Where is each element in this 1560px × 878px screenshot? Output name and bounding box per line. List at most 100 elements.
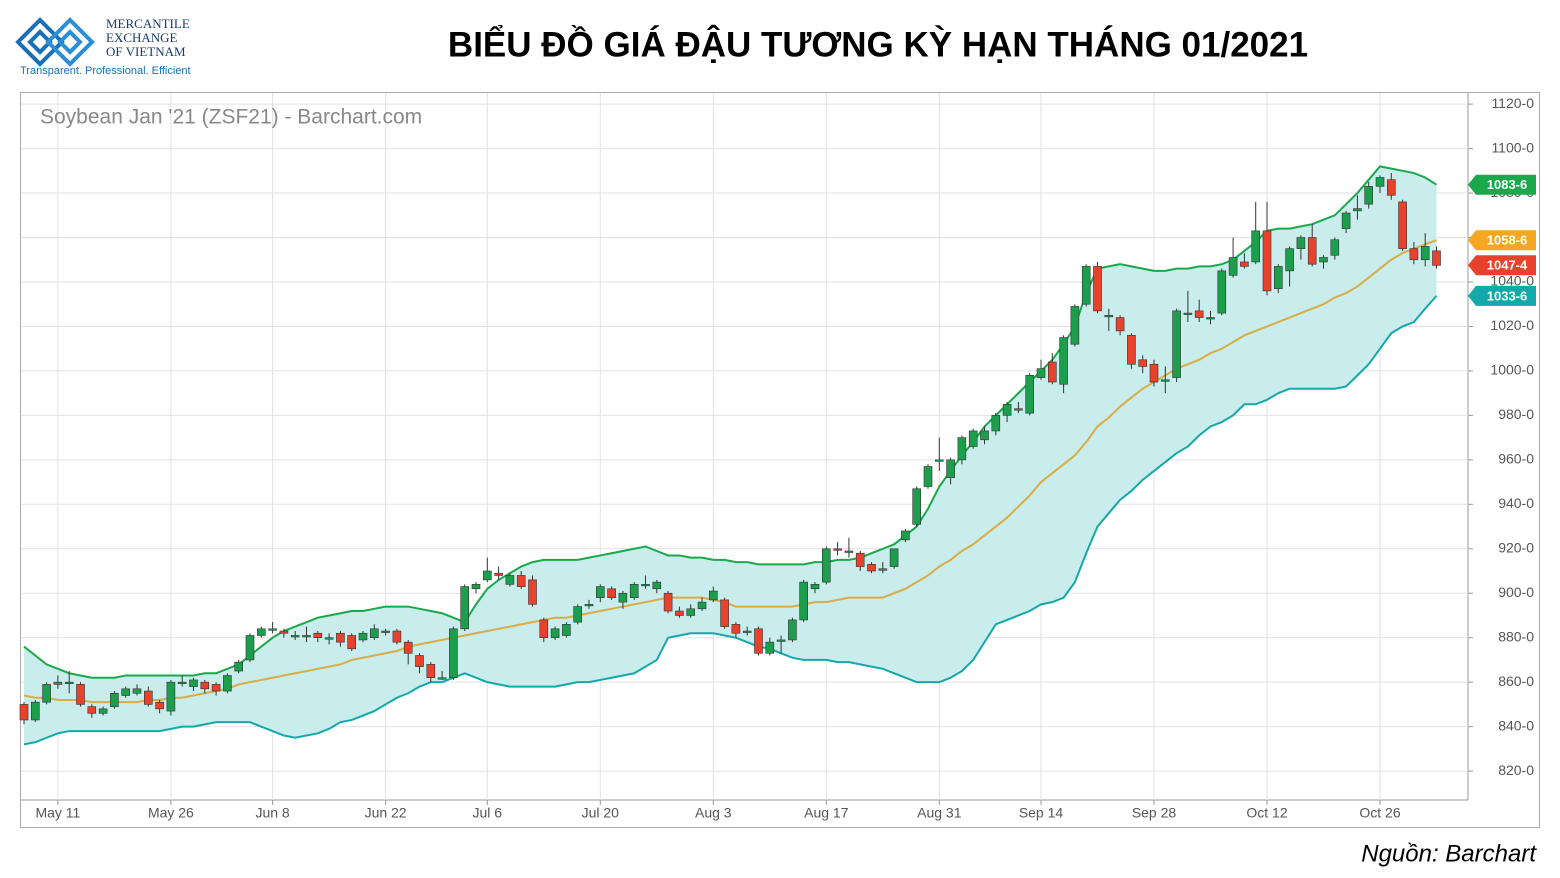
- candle-body: [1353, 208, 1362, 212]
- x-tick-label: Oct 12: [1246, 805, 1287, 821]
- candle-body: [573, 606, 583, 623]
- candle-body: [1330, 239, 1340, 256]
- candle-body: [42, 684, 51, 703]
- y-tick-label: 1000-0: [1490, 362, 1534, 378]
- candle-body: [1274, 266, 1283, 289]
- candle-body: [403, 641, 413, 654]
- x-tick-label: Jul 20: [582, 805, 620, 821]
- candle-body: [494, 572, 503, 576]
- chart-subtitle: Soybean Jan '21 (ZSF21) - Barchart.com: [40, 106, 422, 129]
- candle-body: [166, 681, 176, 712]
- candle-body: [1420, 246, 1430, 261]
- candle-body: [1364, 186, 1373, 205]
- candle-body: [1206, 317, 1215, 320]
- candle-body: [1104, 315, 1114, 318]
- candle-body: [663, 592, 673, 612]
- candle-body: [686, 608, 696, 616]
- band-line: [23, 295, 1438, 746]
- candle-body: [64, 681, 74, 684]
- candle-body: [256, 628, 266, 636]
- candle-body: [1014, 408, 1023, 411]
- x-tick-label: Jul 6: [473, 805, 503, 821]
- candle-body: [889, 548, 899, 567]
- candle-body: [833, 548, 842, 551]
- candle-body: [268, 628, 277, 631]
- candle-body: [1183, 312, 1193, 315]
- candle-body: [1387, 179, 1396, 196]
- candle-body: [189, 679, 198, 687]
- x-tick-label: May 11: [35, 805, 80, 821]
- candle-body: [629, 584, 639, 598]
- candle-body: [1398, 201, 1407, 249]
- candle-body: [211, 684, 221, 692]
- candle-body: [652, 581, 662, 590]
- source: Nguồn: Barchart: [1361, 840, 1537, 867]
- candle-body: [968, 430, 978, 447]
- candle-body: [1048, 361, 1057, 383]
- x-tick-label: Aug 3: [695, 805, 732, 821]
- candle-body: [697, 601, 707, 610]
- candle-body: [132, 688, 142, 694]
- candle-body: [1432, 250, 1441, 266]
- logo-mark: [15, 17, 95, 67]
- price-badge: [1468, 285, 1536, 306]
- y-tick-label: 820-0: [1498, 762, 1534, 778]
- candle-body: [437, 677, 447, 680]
- candle-body: [550, 628, 560, 639]
- candle-body: [516, 575, 526, 587]
- candle-body: [324, 637, 334, 640]
- x-tick-label: May 26: [148, 805, 194, 821]
- candle-body: [1296, 237, 1306, 249]
- candle-body: [1093, 266, 1102, 312]
- candle-body: [121, 688, 130, 696]
- candle-body: [980, 430, 989, 441]
- candle-body: [1025, 375, 1034, 414]
- candle-body: [1172, 310, 1181, 378]
- candle-body: [177, 681, 187, 684]
- candle-body: [392, 630, 402, 643]
- y-tick-label: 840-0: [1498, 717, 1534, 733]
- candle-body: [313, 632, 323, 639]
- x-tick-label: Jun 22: [365, 805, 407, 821]
- candle-body: [1149, 363, 1159, 383]
- band-fill: [24, 166, 1437, 745]
- candle-body: [482, 570, 492, 581]
- candle-body: [901, 530, 910, 541]
- candle-body: [957, 437, 967, 461]
- candle-body: [731, 624, 741, 634]
- candle-body: [934, 459, 944, 462]
- candle-body: [223, 675, 232, 692]
- candle-body: [290, 635, 300, 638]
- candle-body: [245, 635, 255, 661]
- candle-body: [460, 586, 470, 630]
- candle-body: [426, 664, 436, 679]
- candle-body: [923, 466, 933, 487]
- candle-body: [1059, 337, 1068, 385]
- candle-body: [336, 632, 345, 643]
- candle-body: [708, 590, 718, 601]
- y-tick-label: 1120-0: [1491, 95, 1534, 111]
- candle-body: [991, 415, 1001, 432]
- candle-body: [1002, 403, 1012, 416]
- band-line: [23, 239, 1437, 704]
- candle-body: [471, 584, 481, 590]
- candle-body: [607, 588, 616, 598]
- x-tick-label: Sep 14: [1019, 805, 1064, 821]
- candle-body: [449, 628, 458, 679]
- candle-body: [144, 690, 153, 705]
- logo-diamond: [45, 17, 95, 67]
- candle-body: [200, 681, 210, 690]
- price-badge-label: 1083-6: [1487, 177, 1527, 192]
- candle-body: [1285, 248, 1294, 272]
- candle-body: [1240, 261, 1249, 267]
- candle-body: [234, 661, 243, 672]
- candle-body: [1307, 237, 1317, 265]
- candle-body: [765, 641, 775, 654]
- price-badge: [1468, 174, 1536, 195]
- logo-tagline: Transparent. Professional. Efficient: [20, 65, 191, 77]
- candle-body: [799, 581, 809, 621]
- candle-body: [1127, 335, 1136, 365]
- candle-body: [1409, 248, 1419, 261]
- candle-body: [415, 655, 424, 667]
- candle-body: [76, 684, 85, 705]
